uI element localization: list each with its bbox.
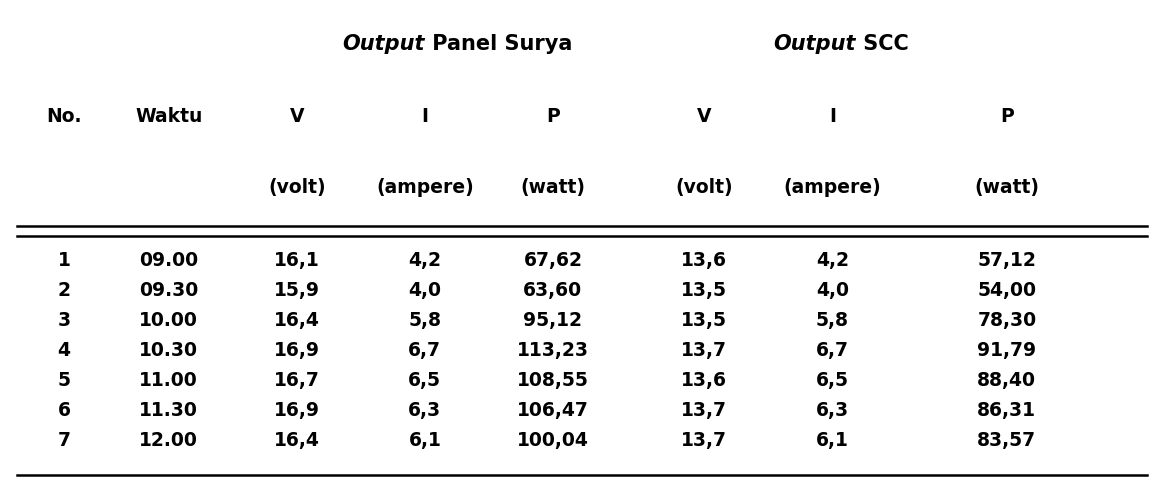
Text: 83,57: 83,57 [978, 431, 1036, 451]
Text: 54,00: 54,00 [978, 280, 1036, 300]
Text: Output: Output [342, 34, 425, 54]
Text: 16,1: 16,1 [274, 250, 320, 270]
Text: 108,55: 108,55 [517, 371, 589, 390]
Text: (volt): (volt) [268, 177, 326, 197]
Text: (ampere): (ampere) [783, 177, 881, 197]
Text: 16,9: 16,9 [274, 401, 320, 420]
Text: 113,23: 113,23 [517, 341, 589, 360]
Text: 13,7: 13,7 [681, 431, 728, 451]
Text: 10.00: 10.00 [140, 311, 198, 330]
Text: 78,30: 78,30 [978, 311, 1036, 330]
Text: 13,6: 13,6 [681, 371, 728, 390]
Text: V: V [290, 107, 304, 126]
Text: 7: 7 [57, 431, 71, 451]
Text: Panel Surya: Panel Surya [425, 34, 573, 54]
Text: (ampere): (ampere) [376, 177, 474, 197]
Text: P: P [546, 107, 560, 126]
Text: 86,31: 86,31 [978, 401, 1036, 420]
Text: 91,79: 91,79 [978, 341, 1036, 360]
Text: 5,8: 5,8 [409, 311, 441, 330]
Text: 6,1: 6,1 [816, 431, 849, 451]
Text: 16,4: 16,4 [274, 311, 320, 330]
Text: 10.30: 10.30 [140, 341, 198, 360]
Text: 16,7: 16,7 [274, 371, 320, 390]
Text: 09.30: 09.30 [140, 280, 198, 300]
Text: 67,62: 67,62 [524, 250, 582, 270]
Text: 09.00: 09.00 [140, 250, 198, 270]
Text: (watt): (watt) [974, 177, 1039, 197]
Text: 6,3: 6,3 [409, 401, 441, 420]
Text: 57,12: 57,12 [978, 250, 1036, 270]
Text: 100,04: 100,04 [517, 431, 589, 451]
Text: 2: 2 [57, 280, 71, 300]
Text: 16,9: 16,9 [274, 341, 320, 360]
Text: (volt): (volt) [675, 177, 733, 197]
Text: 95,12: 95,12 [524, 311, 582, 330]
Text: 13,5: 13,5 [681, 311, 728, 330]
Text: 13,7: 13,7 [681, 401, 728, 420]
Text: Output: Output [773, 34, 856, 54]
Text: 11.30: 11.30 [140, 401, 198, 420]
Text: Waktu: Waktu [135, 107, 203, 126]
Text: 106,47: 106,47 [517, 401, 589, 420]
Text: 6,5: 6,5 [409, 371, 441, 390]
Text: 6,5: 6,5 [816, 371, 849, 390]
Text: 4,0: 4,0 [816, 280, 849, 300]
Text: 4,0: 4,0 [409, 280, 441, 300]
Text: 13,6: 13,6 [681, 250, 728, 270]
Text: 63,60: 63,60 [524, 280, 582, 300]
Text: 16,4: 16,4 [274, 431, 320, 451]
Text: V: V [697, 107, 711, 126]
Text: 6,7: 6,7 [409, 341, 441, 360]
Text: 5: 5 [57, 371, 71, 390]
Text: 4,2: 4,2 [409, 250, 441, 270]
Text: 6: 6 [57, 401, 71, 420]
Text: 13,7: 13,7 [681, 341, 728, 360]
Text: I: I [421, 107, 428, 126]
Text: 6,1: 6,1 [409, 431, 441, 451]
Text: 3: 3 [57, 311, 71, 330]
Text: SCC: SCC [856, 34, 908, 54]
Text: 6,3: 6,3 [816, 401, 849, 420]
Text: 6,7: 6,7 [816, 341, 849, 360]
Text: 13,5: 13,5 [681, 280, 728, 300]
Text: 11.00: 11.00 [140, 371, 198, 390]
Text: 1: 1 [57, 250, 71, 270]
Text: P: P [1000, 107, 1014, 126]
Text: (watt): (watt) [520, 177, 585, 197]
Text: 88,40: 88,40 [978, 371, 1036, 390]
Text: No.: No. [47, 107, 81, 126]
Text: 15,9: 15,9 [274, 280, 320, 300]
Text: 4,2: 4,2 [816, 250, 849, 270]
Text: I: I [829, 107, 836, 126]
Text: 5,8: 5,8 [816, 311, 849, 330]
Text: 4: 4 [57, 341, 71, 360]
Text: 12.00: 12.00 [140, 431, 198, 451]
